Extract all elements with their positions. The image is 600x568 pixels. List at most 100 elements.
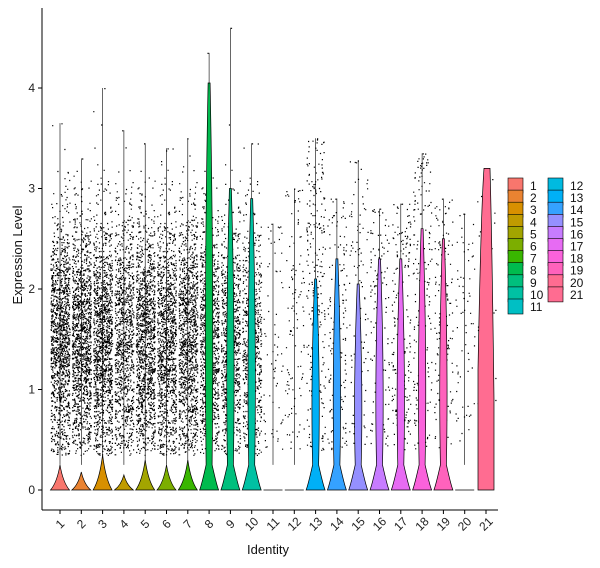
violin-shape-4 [113,473,135,491]
violin-shape-2 [70,471,92,491]
x-tick-label-1: 1 [53,516,68,531]
violin-6 [156,148,177,491]
legend-label-11: 11 [530,300,543,314]
violin-12 [284,188,304,491]
x-tick-label-8: 8 [202,516,217,531]
violin-shape-5 [135,459,156,491]
y-tick-label-4: 4 [28,81,35,95]
legend-label-3: 3 [530,203,537,217]
violin-17 [390,203,411,491]
legend-label-6: 6 [530,240,537,254]
violin-shape-15 [348,283,369,491]
violin-shape-9 [220,188,241,491]
legend-label-4: 4 [530,215,537,229]
x-tick-label-13: 13 [306,514,326,534]
violin-11 [263,223,283,491]
x-tick-label-17: 17 [391,514,411,534]
violin-10 [241,143,262,491]
x-tick-label-7: 7 [180,516,195,531]
legend-label-5: 5 [530,227,537,241]
legend-item-17: 17 [547,238,584,254]
x-tick-label-14: 14 [327,514,347,534]
x-tick-label-19: 19 [434,514,454,534]
legend-item-10: 10 [507,286,544,303]
legend-label-18: 18 [570,252,584,266]
violin-shape-7 [177,459,198,491]
violin-3 [92,88,113,491]
violin-8 [199,52,220,491]
violin-1 [49,123,71,491]
legend-label-17: 17 [570,240,584,254]
legend-label-1: 1 [530,179,537,193]
legend-label-21: 21 [570,288,584,302]
x-tick-label-15: 15 [349,514,369,534]
violin-9 [220,27,241,491]
violin-16 [369,208,390,491]
violins-layer [49,27,495,491]
violin-shape-8 [199,82,220,491]
violin-13 [305,138,326,491]
x-tick-label-21: 21 [476,514,496,534]
violin-shape-1 [49,464,71,491]
violin-shape-13 [305,278,326,491]
y-tick-label-1: 1 [28,383,35,397]
legend-item-16: 16 [547,226,584,242]
legend-item-11: 11 [507,298,543,315]
x-tick-label-12: 12 [285,514,305,534]
violin-shape-6 [156,464,177,491]
violin-5 [135,143,156,491]
y-tick-label-3: 3 [28,182,35,196]
legend-label-8: 8 [530,264,537,278]
violin-4 [113,130,135,491]
x-axis-title: Identity [247,542,289,557]
legend-label-9: 9 [530,276,537,290]
legend-label-13: 13 [570,191,584,205]
violin-shape-16 [369,258,390,491]
violin-14 [326,198,347,491]
jitter-points [50,27,497,456]
x-tick-label-10: 10 [242,514,262,534]
x-tick-label-3: 3 [95,516,110,531]
x-tick-label-18: 18 [412,514,432,534]
violin-shape-18 [412,228,433,491]
violin-2 [70,158,92,491]
y-tick-label-0: 0 [28,483,35,497]
legend-swatch-11 [507,298,524,315]
legend-item-1: 1 [507,177,537,194]
legend-label-20: 20 [570,276,584,290]
legend-item-18: 18 [547,250,584,266]
legend-label-12: 12 [570,179,584,193]
points-layer [50,27,497,456]
violin-19 [433,198,454,491]
legend-label-7: 7 [530,252,537,266]
x-tick-label-6: 6 [159,516,174,531]
violin-18 [412,153,433,491]
violin-15 [348,160,369,491]
violin-shape-14 [326,258,347,491]
violin-shape-3 [92,454,113,491]
x-tick-label-20: 20 [455,514,475,534]
legend-label-10: 10 [530,288,544,302]
y-axis-title: Expression Level [10,205,25,304]
legend-label-16: 16 [570,227,584,241]
x-tick-label-2: 2 [74,516,89,531]
violin-shape-21 [477,168,495,491]
violin-20 [455,213,475,491]
legend-label-15: 15 [570,215,584,229]
legend-label-14: 14 [570,203,584,217]
y-tick-label-2: 2 [28,282,35,296]
legend-label-19: 19 [570,264,584,278]
legend-item-19: 19 [547,262,584,279]
legend-item-12: 12 [547,177,584,194]
legend-item-21: 21 [547,286,584,303]
violin-21 [477,168,495,491]
legend-swatch-21 [547,286,564,303]
violin-shape-19 [433,238,454,491]
x-tick-label-9: 9 [223,516,238,531]
x-tick-label-11: 11 [264,514,283,533]
x-tick-label-5: 5 [138,516,153,531]
violin-shape-10 [241,198,262,491]
